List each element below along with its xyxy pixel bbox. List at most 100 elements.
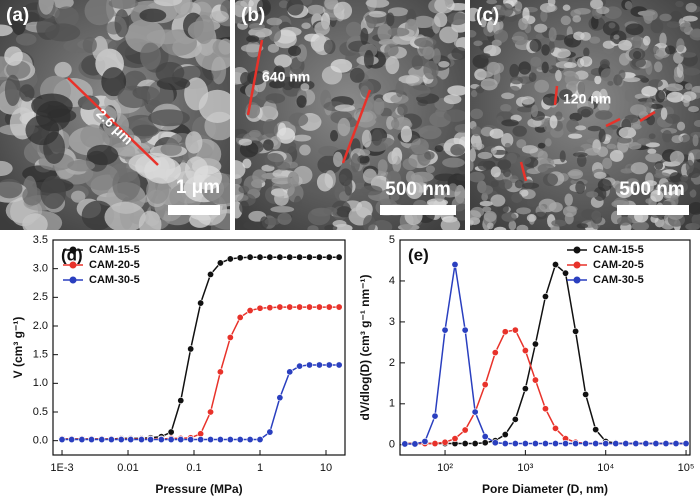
data-point: [531, 440, 539, 448]
grain: [685, 159, 694, 174]
grain: [263, 100, 277, 119]
grain: [117, 85, 151, 109]
data-point: [582, 440, 590, 448]
data-point: [286, 303, 294, 311]
data-point: [501, 440, 509, 448]
grain: [559, 150, 566, 163]
y-tick-label: 2: [389, 357, 395, 369]
grain: [247, 70, 266, 86]
x-tick-label: 0.1: [186, 462, 201, 474]
grain: [357, 154, 370, 164]
data-point: [236, 254, 244, 262]
grain: [606, 143, 617, 150]
grain: [573, 31, 585, 41]
data-point: [612, 440, 620, 448]
grain: [184, 77, 209, 111]
grain: [248, 27, 273, 38]
grain: [504, 142, 511, 148]
grain: [491, 39, 502, 47]
grain: [535, 33, 545, 40]
grain: [565, 38, 574, 46]
data-point: [216, 368, 224, 376]
legend-label: CAM-15-5: [593, 244, 644, 256]
grain: [688, 202, 700, 215]
grain: [483, 44, 502, 57]
grain: [4, 74, 21, 107]
grain: [654, 61, 663, 73]
grain: [664, 113, 680, 124]
grain: [572, 152, 588, 158]
data-point: [88, 436, 96, 444]
measure-line: [519, 161, 528, 182]
grain: [540, 9, 548, 22]
grain: [519, 189, 529, 197]
x-axis-label: Pressure (MPa): [155, 482, 242, 496]
grain: [443, 109, 465, 123]
data-point: [441, 326, 449, 334]
grain: [693, 119, 700, 127]
grain: [470, 159, 474, 172]
grain: [501, 92, 515, 100]
grain: [526, 168, 542, 175]
data-point: [98, 436, 106, 444]
grain: [624, 0, 633, 10]
data-point: [78, 436, 86, 444]
data-point: [236, 313, 244, 321]
grain: [407, 182, 420, 196]
data-point: [147, 436, 155, 444]
data-point: [276, 394, 284, 402]
grain: [641, 86, 658, 97]
grain: [602, 40, 615, 49]
data-point: [276, 253, 284, 261]
grain: [4, 46, 23, 66]
data-point: [335, 303, 343, 311]
series-line: [62, 306, 340, 440]
grain: [479, 185, 494, 195]
grain: [385, 56, 400, 75]
grain: [434, 145, 444, 153]
grain: [650, 190, 664, 202]
grain: [549, 115, 558, 129]
grain: [286, 0, 304, 16]
data-point: [541, 405, 549, 413]
x-tick-label: 0.01: [117, 462, 138, 474]
data-point: [216, 436, 224, 444]
data-point: [551, 440, 559, 448]
grain: [454, 174, 465, 181]
data-point: [325, 361, 333, 369]
grain: [568, 169, 584, 180]
scale-bar: [380, 205, 456, 215]
grain: [410, 171, 434, 183]
grain: [518, 61, 531, 75]
data-point: [672, 440, 680, 448]
measure-line: [553, 85, 559, 106]
grain: [503, 168, 511, 178]
grain: [278, 0, 289, 9]
data-point: [197, 299, 205, 307]
data-point: [431, 412, 439, 420]
grain: [377, 23, 392, 42]
data-point: [582, 390, 590, 398]
grain: [676, 38, 685, 53]
panel-label: (e): [408, 245, 429, 264]
grain: [683, 91, 697, 101]
grain: [397, 103, 408, 116]
grain: [631, 192, 643, 201]
grain: [377, 159, 388, 174]
grain: [559, 89, 573, 101]
grain: [444, 0, 454, 8]
grain: [365, 0, 390, 8]
grain: [262, 118, 278, 138]
grain: [386, 12, 395, 27]
grain: [661, 181, 677, 192]
y-tick-label: 1: [389, 398, 395, 410]
x-axis-label: Pore Diameter (D, nm): [482, 482, 608, 496]
grain: [508, 220, 517, 230]
grain: [676, 178, 695, 193]
scale-bar-label: 1 μm: [176, 177, 220, 198]
data-point: [226, 255, 234, 263]
grain: [489, 128, 504, 139]
grain: [301, 22, 311, 29]
data-point: [167, 428, 175, 436]
grain: [470, 108, 484, 120]
